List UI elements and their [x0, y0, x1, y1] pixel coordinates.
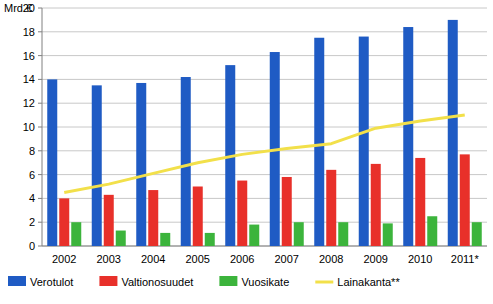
bar — [371, 164, 381, 246]
y-tick-label: 4 — [29, 192, 35, 204]
x-tick-label: 2003 — [97, 253, 121, 265]
bar — [448, 20, 458, 246]
grid-line — [42, 31, 487, 32]
tick-mark — [38, 55, 42, 56]
y-tick-label: 10 — [23, 121, 35, 133]
bar — [237, 181, 247, 246]
bar — [249, 225, 259, 246]
bar — [383, 223, 393, 246]
tick-mark — [38, 174, 42, 175]
tick-mark — [38, 246, 42, 247]
bar — [205, 233, 215, 246]
bar — [282, 177, 292, 246]
bar — [148, 190, 158, 246]
tick-mark — [38, 103, 42, 104]
bar — [359, 37, 369, 246]
bar — [160, 233, 170, 246]
x-tick-label: 2006 — [230, 253, 254, 265]
tick-mark — [38, 198, 42, 199]
tick-mark — [38, 79, 42, 80]
bar — [294, 222, 304, 246]
legend-swatch — [8, 276, 26, 286]
y-tick-label: 20 — [23, 2, 35, 14]
x-tick-label: 2008 — [319, 253, 343, 265]
tick-mark — [38, 31, 42, 32]
tick-mark — [38, 222, 42, 223]
bar — [104, 195, 114, 246]
tick-mark — [38, 127, 42, 128]
bar — [326, 170, 336, 246]
bar — [71, 222, 81, 246]
bar — [47, 79, 57, 246]
bar — [427, 216, 437, 246]
tick-mark — [38, 8, 42, 9]
bar — [415, 158, 425, 246]
x-tick-label: 2010 — [408, 253, 432, 265]
legend-swatch — [99, 276, 117, 286]
x-tick-label: 2011* — [451, 253, 480, 265]
grid-line — [42, 79, 487, 80]
bar — [314, 38, 324, 246]
grid-line — [42, 8, 487, 9]
bar — [116, 231, 126, 246]
y-tick-label: 0 — [29, 240, 35, 252]
x-tick-label: 2002 — [52, 253, 76, 265]
y-tick-label: 14 — [23, 73, 35, 85]
x-tick-label: 2009 — [364, 253, 388, 265]
x-tick-label: 2005 — [186, 253, 210, 265]
legend-label: Lainakanta** — [337, 276, 400, 288]
legend-label: Vuosikate — [241, 276, 289, 288]
y-tick-label: 16 — [23, 50, 35, 62]
grid-line — [42, 55, 487, 56]
bar — [460, 154, 470, 246]
legend-swatch — [315, 281, 333, 284]
y-tick-label: 2 — [29, 216, 35, 228]
grid-line — [42, 127, 487, 128]
y-axis — [42, 8, 43, 246]
bar — [92, 85, 102, 246]
y-tick-label: 12 — [23, 97, 35, 109]
bar — [181, 77, 191, 246]
legend-label: Valtionosuudet — [121, 276, 193, 288]
tick-mark — [38, 150, 42, 151]
legend-label: Verotulot — [30, 276, 73, 288]
x-tick-label: 2004 — [141, 253, 165, 265]
bar — [403, 27, 413, 246]
bar — [338, 222, 348, 246]
line — [64, 115, 465, 192]
grid-line — [42, 103, 487, 104]
bar — [193, 187, 203, 247]
bar — [136, 83, 146, 246]
bar — [472, 222, 482, 246]
marks — [47, 20, 482, 246]
chart: Mrd.€02468101214161820200220032004200520… — [0, 0, 493, 304]
bar — [59, 198, 69, 246]
legend-swatch — [219, 276, 237, 286]
y-tick-label: 6 — [29, 169, 35, 181]
x-tick-label: 2007 — [275, 253, 299, 265]
y-tick-label: 8 — [29, 145, 35, 157]
legend: Verotulot Valtionosuudet Vuosikate Lainakan… — [8, 276, 400, 288]
y-tick-label: 18 — [23, 26, 35, 38]
